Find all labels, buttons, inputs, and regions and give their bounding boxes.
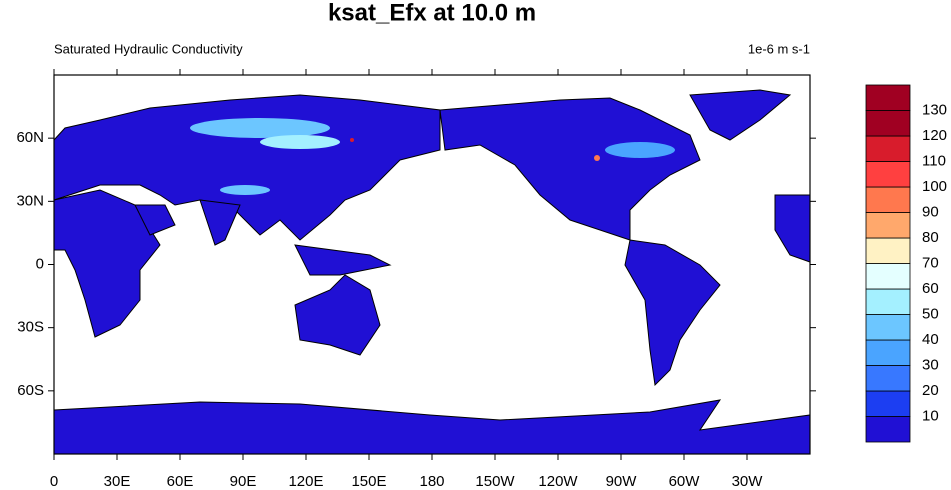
colorbar-box (865, 110, 911, 137)
colorbar-box (865, 263, 911, 290)
colorbar-label: 130 (922, 101, 947, 118)
colorbar-box (865, 416, 911, 443)
colorbar-label: 10 (922, 407, 939, 424)
y-tick-label: 30S (17, 319, 44, 336)
colorbar-box (865, 186, 911, 213)
x-tick-label: 150E (351, 473, 386, 490)
high-value-patch (260, 135, 340, 149)
y-tick-label: 30N (16, 192, 44, 209)
colorbar-label: 80 (922, 229, 939, 246)
x-tick-label: 90E (230, 473, 257, 490)
colorbar-label: 60 (922, 280, 939, 297)
greenland (689, 89, 792, 141)
high-value-patch (605, 142, 675, 158)
colorbar-box (865, 314, 911, 341)
south-america (624, 239, 721, 387)
india (199, 199, 241, 246)
x-tick-label: 30W (732, 473, 764, 490)
colorbar-label: 110 (922, 152, 946, 169)
indonesia (294, 244, 392, 276)
x-tick-label: 60E (167, 473, 194, 490)
high-value-patch (190, 118, 330, 138)
colorbar-box (865, 365, 911, 392)
colorbar-label: 50 (922, 305, 939, 322)
colorbar-label: 70 (922, 254, 939, 271)
x-tick-label: 150W (475, 473, 515, 490)
arabia (134, 204, 176, 236)
colorbar-label: 90 (922, 203, 939, 220)
colorbar-label: 100 (922, 178, 947, 195)
high-value-patch (220, 185, 270, 195)
colorbar-box (865, 339, 911, 366)
eurasia (53, 94, 441, 241)
colorbar-box (865, 135, 911, 162)
australia (294, 274, 381, 356)
antarctica (53, 399, 811, 455)
y-tick-label: 0 (36, 255, 44, 272)
colorbar-box (865, 288, 911, 315)
west-africa (774, 194, 811, 263)
x-tick-label: 30E (104, 473, 131, 490)
north-america (439, 97, 701, 241)
x-tick-label: 90W (606, 473, 638, 490)
x-tick-label: 180 (419, 473, 444, 490)
colorbar-label: 40 (922, 331, 939, 348)
x-tick-label: 120W (538, 473, 578, 490)
hot-spot (350, 138, 354, 142)
colorbar-label: 30 (922, 356, 939, 373)
units: 1e-6 m s-1 (748, 41, 810, 56)
y-tick-label: 60S (17, 382, 44, 399)
subtitle: Saturated Hydraulic Conductivity (54, 41, 243, 56)
colorbar-box (865, 212, 911, 239)
x-tick-label: 60W (669, 473, 701, 490)
land (53, 89, 811, 455)
y-tick-label: 60N (16, 129, 44, 146)
colorbar-box (865, 390, 911, 417)
x-tick-label: 120E (288, 473, 323, 490)
colorbar-label: 20 (922, 382, 939, 399)
hot-spot (594, 155, 600, 161)
colorbar-box (865, 84, 911, 111)
colorbar-box (865, 237, 911, 264)
x-tick-label: 0 (50, 473, 58, 490)
colorbar-label: 120 (922, 127, 947, 144)
colorbar-box (865, 161, 911, 188)
title: ksat_Efx at 10.0 m (328, 0, 536, 26)
